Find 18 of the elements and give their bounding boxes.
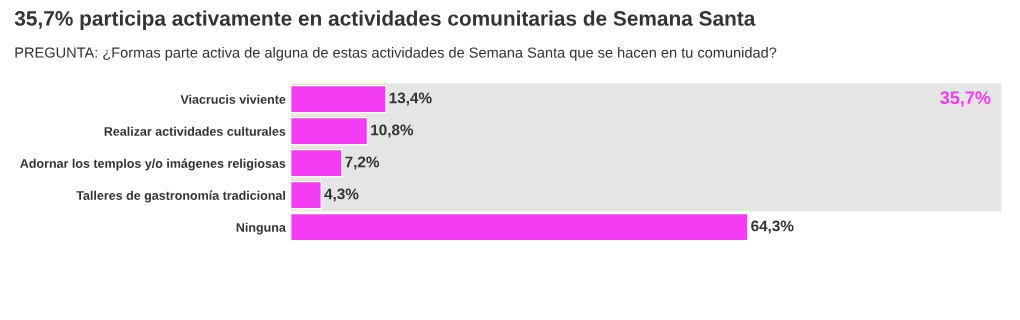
y-tick-label: Adornar los templos y/o imágenes religiosas	[20, 158, 286, 171]
bar	[290, 84, 387, 114]
y-tick-label: Realizar actividades culturales	[104, 126, 286, 136]
bar	[290, 180, 322, 210]
data-label: 64,3%	[751, 220, 794, 234]
chart-title: 35,7% participa activamente en actividades comunitarias de Semana Santa	[14, 10, 756, 30]
band-label: 35,7%	[940, 91, 991, 107]
data-label: 7,2%	[345, 156, 380, 170]
bar	[290, 148, 343, 178]
chart-subtitle: PREGUNTA: ¿Formas parte activa de alguna de estas actividades de Semana Santa que se hacen en tu comunidad?	[15, 47, 777, 61]
bar	[290, 212, 749, 242]
bar	[290, 116, 369, 146]
data-label: 4,3%	[324, 188, 359, 202]
y-tick-label: Viacrucis viviente	[180, 94, 286, 104]
data-label: 13,4%	[389, 92, 432, 106]
data-label: 10,8%	[371, 124, 414, 138]
y-tick-label: Talleres de gastronomía tradicional	[76, 190, 285, 203]
y-tick-label: Ninguna	[236, 222, 286, 235]
